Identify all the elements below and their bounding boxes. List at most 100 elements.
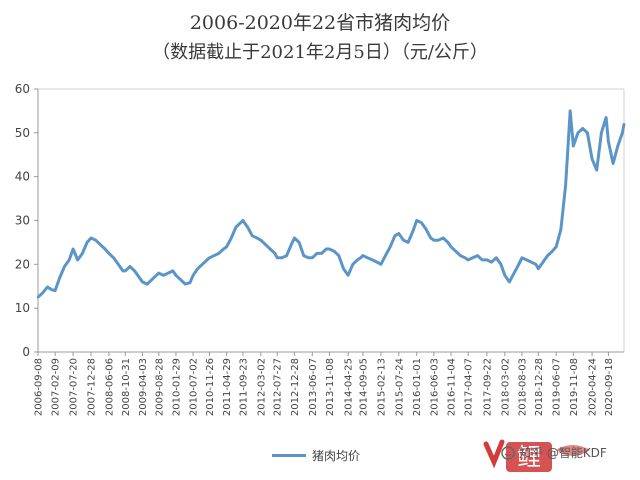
data-point xyxy=(611,162,615,165)
y-tick-label: 0 xyxy=(22,345,30,359)
data-point xyxy=(406,241,410,244)
data-point xyxy=(512,271,516,275)
data-point xyxy=(437,239,440,242)
data-point xyxy=(371,258,374,262)
chart-subtitle: （数据截止于2021年2月5日）（元/公斤） xyxy=(152,42,488,63)
data-point xyxy=(534,263,538,266)
data-point xyxy=(117,263,120,266)
data-point xyxy=(307,256,310,259)
chart-title: 2006-2020年22省市猪肉均价 xyxy=(189,12,451,34)
data-point xyxy=(581,127,584,130)
data-point xyxy=(155,274,158,277)
logo-text: 鲤 xyxy=(517,443,541,471)
data-point xyxy=(255,236,259,240)
data-point xyxy=(541,260,545,264)
x-tick-label: 2010-07-02 xyxy=(189,358,200,416)
data-point xyxy=(490,260,493,264)
data-point xyxy=(384,254,387,257)
data-point xyxy=(325,247,328,251)
data-point xyxy=(302,254,305,257)
data-point xyxy=(569,109,572,113)
legend-label: 猪肉均价 xyxy=(312,449,361,463)
data-point xyxy=(179,278,182,281)
data-point xyxy=(559,228,563,231)
data-point xyxy=(58,276,61,279)
data-point xyxy=(239,221,242,224)
x-tick-label: 2008-10-31 xyxy=(121,358,132,416)
x-tick-label: 2020-04-24 xyxy=(588,358,599,416)
data-point xyxy=(411,230,414,233)
x-tick-label: 2020-09-18 xyxy=(604,358,615,416)
data-point xyxy=(89,236,93,240)
data-point xyxy=(264,243,267,246)
data-point xyxy=(622,122,626,126)
data-point xyxy=(171,269,174,273)
data-point xyxy=(346,274,350,277)
data-point xyxy=(112,256,115,259)
data-point xyxy=(99,243,102,246)
x-tick-label: 2019-11-08 xyxy=(569,358,580,416)
x-tick-label: 2009-04-03 xyxy=(138,358,149,416)
data-point xyxy=(230,236,233,240)
data-point xyxy=(251,234,254,237)
data-point xyxy=(162,274,165,277)
series-line-pork-price xyxy=(36,109,626,299)
x-tick-label: 2017-09-22 xyxy=(482,358,493,416)
data-point xyxy=(429,236,432,240)
watermark-text: 知乎 @智能KDF xyxy=(519,446,607,460)
data-point xyxy=(495,256,498,259)
data-point xyxy=(442,236,445,240)
data-point xyxy=(607,140,610,143)
data-point xyxy=(446,241,450,244)
data-point xyxy=(276,256,279,259)
x-tick-label: 2010-01-29 xyxy=(171,358,182,416)
data-point xyxy=(128,265,132,268)
data-point xyxy=(600,131,603,134)
data-point xyxy=(466,258,470,262)
data-point xyxy=(586,131,589,134)
data-point xyxy=(217,252,220,255)
data-point xyxy=(121,269,125,273)
x-tick-label: 2016-11-04 xyxy=(447,358,458,416)
data-point xyxy=(459,254,462,257)
x-tick-label: 2016-01-01 xyxy=(412,358,423,416)
data-point xyxy=(351,263,354,266)
data-point xyxy=(337,254,340,257)
data-point xyxy=(375,260,379,264)
x-tick-label: 2009-08-28 xyxy=(154,358,165,416)
x-tick-label: 2014-09-05 xyxy=(358,358,369,416)
x-tick-label: 2015-02-13 xyxy=(376,358,387,416)
data-point xyxy=(454,250,457,253)
data-point xyxy=(191,274,195,277)
data-point xyxy=(499,263,503,266)
data-point xyxy=(315,252,319,255)
x-tick-label: 2018-12-28 xyxy=(534,358,545,416)
logo-watermark: 鲤 xyxy=(483,439,590,472)
data-point xyxy=(328,247,331,251)
x-tick-label: 2012-12-28 xyxy=(290,358,301,416)
x-tick-label: 2006-09-08 xyxy=(34,358,45,416)
data-point xyxy=(356,258,359,262)
x-tick-label: 2007-07-20 xyxy=(69,358,80,416)
data-point xyxy=(141,280,144,284)
zhihu-icon xyxy=(501,445,515,460)
data-point xyxy=(359,256,362,259)
data-point xyxy=(564,184,567,187)
x-tick-label: 2012-07-27 xyxy=(273,358,284,416)
data-point xyxy=(397,232,400,235)
data-point xyxy=(525,258,528,262)
legend: 猪肉均价 xyxy=(272,447,360,464)
x-tick-label: 2011-09-23 xyxy=(238,358,249,416)
data-point xyxy=(481,258,484,262)
data-point xyxy=(280,256,284,259)
data-point xyxy=(290,243,293,246)
data-point xyxy=(551,250,554,253)
legend-swatch xyxy=(272,454,306,457)
data-point xyxy=(138,276,141,279)
data-point xyxy=(576,131,580,134)
data-point xyxy=(476,254,479,257)
data-point xyxy=(63,265,66,268)
data-point xyxy=(157,271,160,275)
data-point xyxy=(379,263,383,266)
data-point xyxy=(530,260,533,264)
